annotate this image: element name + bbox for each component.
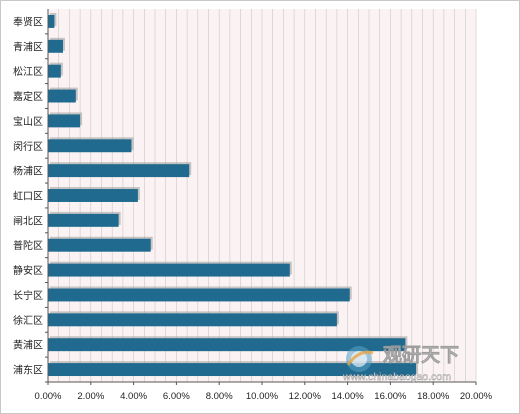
watermark-logo-icon xyxy=(346,346,374,372)
bar xyxy=(48,139,132,153)
category-label: 徐汇区 xyxy=(13,314,43,327)
category-label: 青浦区 xyxy=(13,40,43,53)
category-label: 黄浦区 xyxy=(13,339,43,352)
x-tick-label: 0.00% xyxy=(35,391,62,402)
watermark: 观研天下 www.chinabaogao.com xyxy=(342,344,460,384)
category-label: 普陀区 xyxy=(13,239,43,252)
x-tick-label: 18.00% xyxy=(417,391,450,402)
category-label: 闵行区 xyxy=(13,140,43,153)
x-tick-label: 12.00% xyxy=(289,391,322,402)
x-tick-label: 4.00% xyxy=(120,391,147,402)
category-label: 虹口区 xyxy=(13,191,43,203)
x-tick-label: 6.00% xyxy=(163,391,190,402)
category-label: 长宁区 xyxy=(13,289,43,302)
x-tick-label: 16.00% xyxy=(374,391,407,402)
bar xyxy=(48,89,76,103)
bar xyxy=(48,313,337,327)
x-tick-label: 14.00% xyxy=(331,391,364,402)
x-tick-label: 20.00% xyxy=(460,391,493,402)
category-label: 奉贤区 xyxy=(13,15,43,28)
category-labels: 浦东区 黄浦区 徐汇区 长宁区 静安区 普陀区 闸北区 虹口区 杨浦区 闵行区 宝山区 嘉定区 松江区 青… xyxy=(13,15,48,383)
bar xyxy=(48,14,55,28)
category-label: 松江区 xyxy=(13,65,43,78)
bar xyxy=(48,288,350,302)
bar xyxy=(48,238,151,252)
watermark-brand: 观研天下 xyxy=(383,344,459,366)
bar xyxy=(48,39,63,53)
watermark-url: www.chinabaogao.com xyxy=(342,371,451,383)
bar xyxy=(48,363,417,377)
category-label: 宝山区 xyxy=(13,115,43,128)
category-label: 浦东区 xyxy=(13,364,43,377)
category-label: 闸北区 xyxy=(13,214,43,227)
bar xyxy=(48,164,190,178)
bar xyxy=(48,338,406,352)
bar xyxy=(48,189,138,202)
x-tick-label: 2.00% xyxy=(77,391,104,402)
bar xyxy=(48,114,81,128)
category-label: 杨浦区 xyxy=(13,165,43,178)
bars xyxy=(48,12,419,377)
bar xyxy=(48,213,119,227)
x-tick-label: 10.00% xyxy=(246,391,279,402)
bar xyxy=(48,64,61,78)
x-tick-labels: 0.00% 2.00% 4.00% 6.00% 8.00% 10.00% 12.00% 14.… xyxy=(35,382,493,402)
category-label: 静安区 xyxy=(13,264,43,277)
category-label: 嘉定区 xyxy=(13,90,43,103)
bar xyxy=(48,263,290,277)
x-tick-label: 8.00% xyxy=(206,391,233,402)
